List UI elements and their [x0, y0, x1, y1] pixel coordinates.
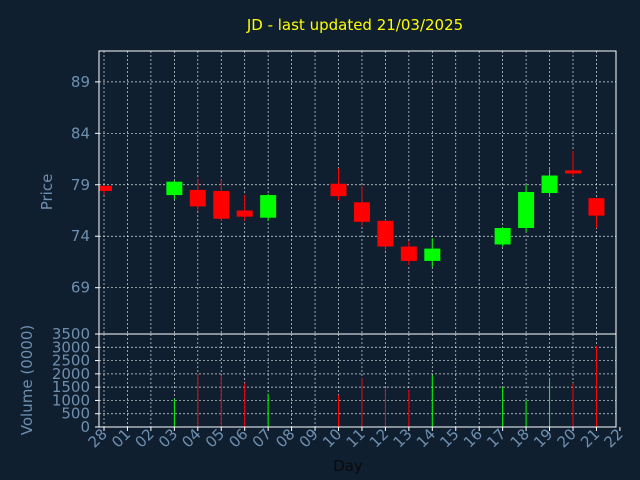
price-tick-label: 74: [71, 227, 90, 245]
volume-tick-label: 2500: [52, 352, 90, 370]
candle-body: [565, 170, 581, 174]
chart-title: JD - last updated 21/03/2025: [246, 16, 463, 34]
volume-panel-frame: [98, 333, 617, 428]
volume-tick-label: 0: [80, 418, 90, 436]
price-tick-label: 79: [71, 176, 90, 194]
candle-body: [236, 210, 253, 217]
candle-body: [330, 183, 347, 197]
candle-body: [518, 191, 535, 229]
price-tick-label: 84: [71, 124, 90, 142]
volume-axis-label: Volume (0000): [18, 325, 36, 435]
volume-bars: [173, 345, 597, 427]
candle-body: [189, 189, 206, 207]
candles: [99, 150, 605, 268]
candle-body: [541, 175, 558, 194]
candle-body: [494, 228, 511, 245]
candle-body: [400, 246, 417, 261]
candle-body: [99, 185, 112, 191]
candle-body: [353, 202, 370, 222]
volume-tick-label: 500: [61, 405, 90, 423]
volume-tick-label: 1500: [52, 378, 90, 396]
x-axis-label: Day: [333, 457, 363, 475]
candle-body: [166, 181, 183, 196]
x-ticks: 2801020304050607080910111213141516171819…: [85, 425, 627, 451]
candle-body: [424, 248, 441, 261]
candle-body: [588, 198, 605, 216]
volume-tick-label: 1000: [52, 391, 90, 409]
volume-tick-label: 3500: [52, 325, 90, 343]
price-tick-label: 69: [71, 279, 90, 297]
price-tick-label: 89: [71, 73, 90, 91]
candle-body: [260, 195, 277, 218]
volume-tick-label: 3000: [52, 338, 90, 356]
volume-tick-label: 2000: [52, 365, 90, 383]
price-y-ticks: 69 74 79 84 89: [71, 73, 99, 297]
candle-body: [213, 190, 230, 219]
candle-body: [377, 220, 394, 247]
price-axis-label: Price: [38, 174, 56, 211]
